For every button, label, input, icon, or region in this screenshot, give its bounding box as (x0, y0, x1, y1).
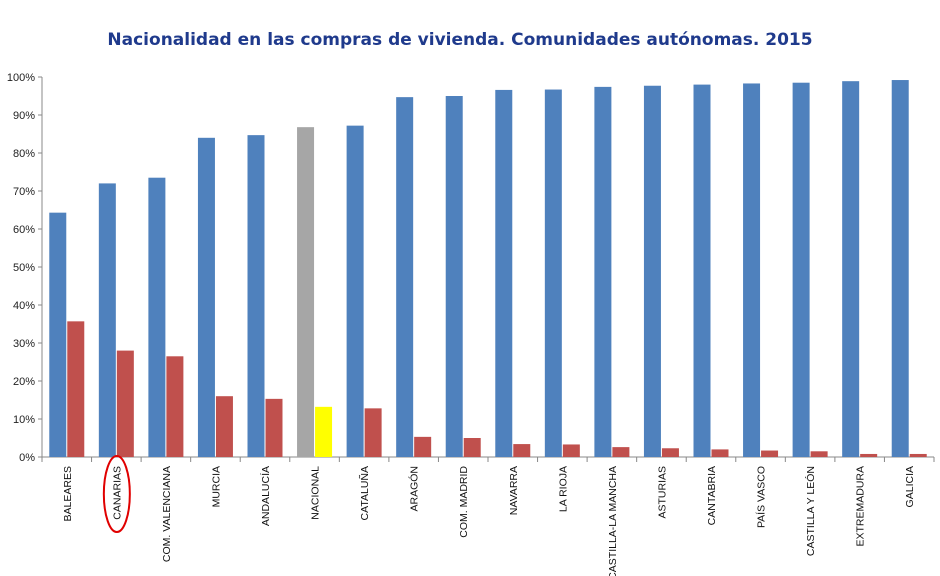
bar-series1 (346, 125, 364, 457)
y-tick-label: 100% (7, 72, 35, 84)
x-tick-label: LA RIOJA (557, 466, 569, 512)
x-tick-label: BALEARES (62, 466, 74, 521)
x-tick-label: COM. VALENCIANA (161, 466, 173, 562)
annotations (102, 455, 131, 533)
bar-series1 (495, 89, 513, 458)
bar-series1 (98, 183, 116, 457)
x-tick-label: NACIONAL (310, 466, 322, 520)
x-tick-label: CASTILLA-LA MANCHA (607, 466, 619, 576)
x-tick-label: EXTREMADURA (855, 466, 867, 547)
bar-series2 (315, 406, 333, 457)
x-tick-label: CANARIAS (111, 466, 123, 520)
bar-series2 (711, 449, 729, 457)
bar-series2 (67, 321, 85, 457)
y-tick-label: 80% (13, 148, 35, 160)
bar-series2 (215, 396, 233, 457)
bar-series1 (197, 137, 215, 458)
y-tick-label: 70% (13, 186, 35, 198)
bar-series1 (445, 96, 463, 457)
x-tick-label: ARAGÓN (408, 466, 421, 512)
chart-title: Nacionalidad en las compras de vivienda.… (107, 30, 813, 50)
bar-series1 (842, 81, 860, 458)
y-tick-label: 0% (19, 452, 35, 464)
y-tick-label: 50% (13, 262, 35, 274)
bars (49, 80, 927, 458)
x-tick-label: GALICIA (904, 466, 916, 507)
bar-series2 (116, 350, 134, 457)
x-tick-label: ASTURIAS (656, 466, 668, 519)
bar-series2 (761, 450, 779, 457)
highlight-circle (102, 455, 131, 533)
bar-series2 (612, 447, 630, 457)
y-axis: 0% 10% 20% 30% 40% 50% 60% 70% 80% 90% 100% (7, 72, 43, 464)
y-tick-label: 30% (13, 338, 35, 350)
x-tick-label: COM. MADRID (458, 466, 470, 538)
x-tick-label: NAVARRA (508, 466, 520, 515)
bar-series2 (810, 451, 828, 457)
bar-series1 (544, 89, 562, 457)
bar-series1 (643, 85, 661, 458)
y-tick-label: 10% (13, 414, 35, 426)
bar-series1 (891, 80, 909, 457)
x-tick-label: CATALUÑA (358, 466, 371, 520)
bar-series2 (414, 436, 432, 457)
y-tick-label: 20% (13, 376, 35, 388)
bar-series1 (247, 135, 265, 457)
bar-series1 (148, 177, 166, 457)
bar-series1 (693, 84, 711, 457)
x-tick-label: PAÍS VASCO (755, 466, 768, 528)
x-tick-label: MURCIA (210, 466, 222, 507)
bar-series2 (364, 408, 382, 457)
bar-series2 (166, 356, 184, 457)
bar-series1 (594, 86, 612, 457)
x-tick-label: CANTABRIA (706, 466, 718, 525)
x-tick-label: CASTILLA Y LEÓN (804, 466, 817, 556)
x-tick-label: ANDALUCÍA (259, 466, 272, 526)
y-tick-label: 60% (13, 224, 35, 236)
bar-series1 (297, 127, 315, 457)
bar-series1 (743, 83, 761, 458)
bar-series2 (562, 444, 580, 457)
bar-series2 (265, 398, 283, 457)
y-tick-label: 40% (13, 300, 35, 312)
bar-series2 (513, 444, 531, 457)
bar-series1 (49, 212, 67, 457)
x-tick-labels: BALEARES CANARIAS COM. VALENCIANA MURCIA AND… (62, 466, 916, 576)
x-axis (41, 456, 935, 462)
bar-series1 (396, 97, 414, 457)
bar-series2 (463, 438, 481, 457)
bar-series2 (860, 453, 878, 457)
bar-series2 (909, 453, 927, 457)
y-tick-label: 90% (13, 110, 35, 122)
bar-series2 (661, 448, 679, 457)
bar-series1 (792, 82, 810, 457)
